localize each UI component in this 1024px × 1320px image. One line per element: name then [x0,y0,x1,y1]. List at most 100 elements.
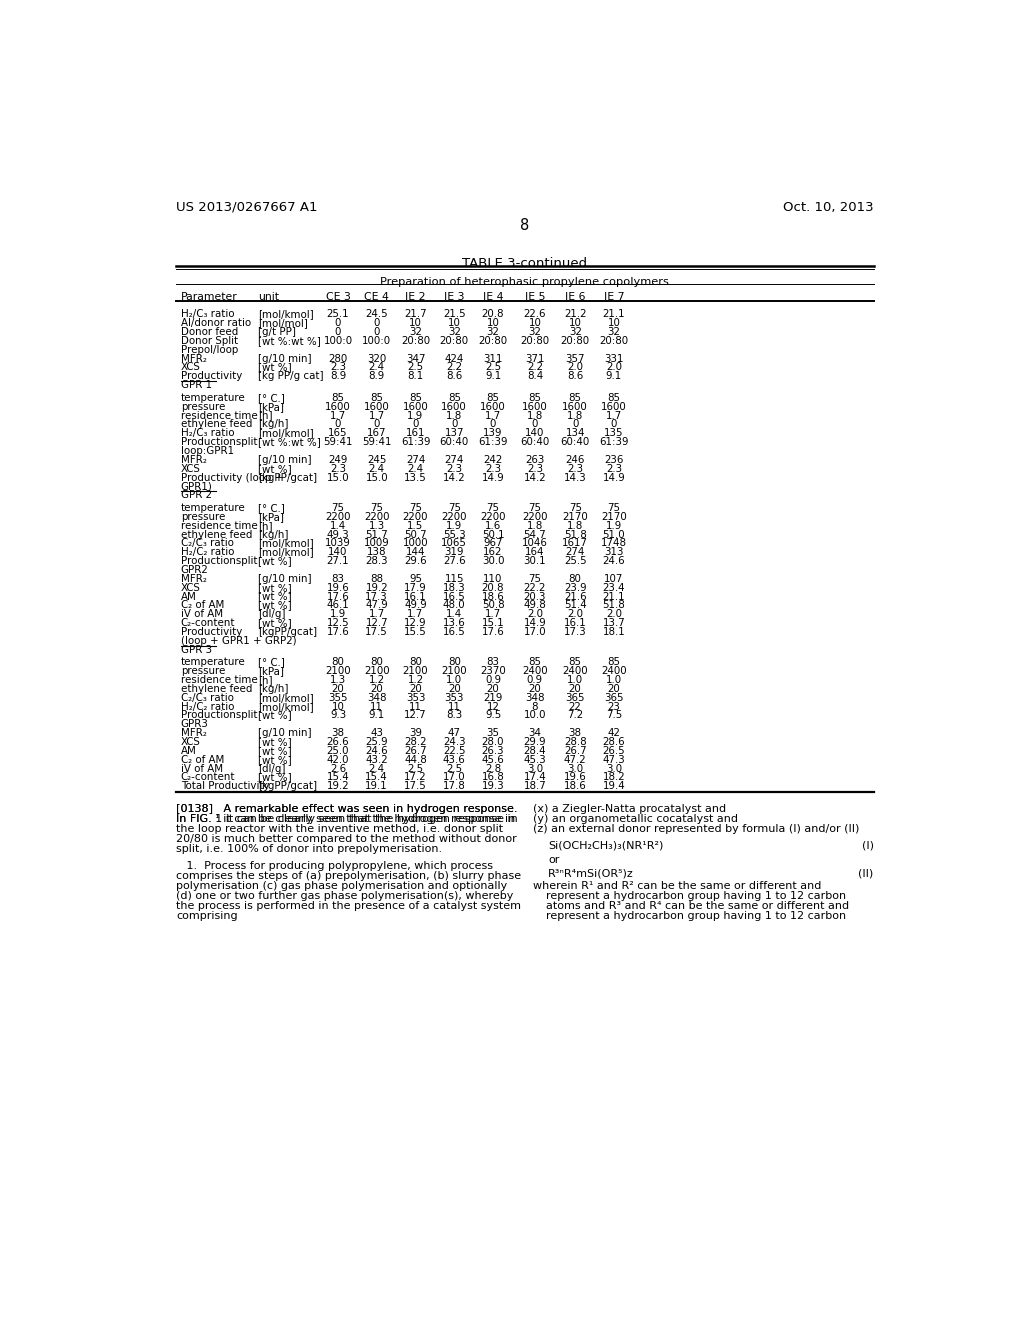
Text: 14.9: 14.9 [523,618,546,628]
Text: 967: 967 [483,539,503,548]
Text: residence time: residence time [180,411,257,421]
Text: 1.0: 1.0 [446,675,463,685]
Text: 167: 167 [367,428,386,438]
Text: 9.1: 9.1 [369,710,385,721]
Text: 17.5: 17.5 [404,781,427,791]
Text: GPR1): GPR1) [180,482,213,491]
Text: Productivity: Productivity [180,627,242,638]
Text: 18.6: 18.6 [564,781,587,791]
Text: 16.5: 16.5 [443,591,466,602]
Text: 2200: 2200 [364,512,389,521]
Text: R³ⁿR⁴mSi(OR⁵)z: R³ⁿR⁴mSi(OR⁵)z [548,869,634,879]
Text: [wt %:wt %]: [wt %:wt %] [258,335,322,346]
Text: 20:80: 20:80 [520,335,550,346]
Text: 13.6: 13.6 [443,618,466,628]
Text: 55.3: 55.3 [443,529,466,540]
Text: 1.9: 1.9 [606,520,622,531]
Text: 24.3: 24.3 [443,737,466,747]
Text: 1.8: 1.8 [526,520,543,531]
Text: 1.3: 1.3 [330,675,346,685]
Text: C₂/C₃ ratio: C₂/C₃ ratio [180,693,233,702]
Text: IE 2: IE 2 [406,293,426,302]
Text: 164: 164 [525,548,545,557]
Text: 313: 313 [604,548,624,557]
Text: 80: 80 [447,657,461,668]
Text: iV of AM: iV of AM [180,610,223,619]
Text: 20:80: 20:80 [560,335,590,346]
Text: 1.  Process for producing polypropylene, which process: 1. Process for producing polypropylene, … [176,861,493,871]
Text: 24.6: 24.6 [602,556,626,566]
Text: 1009: 1009 [364,539,390,548]
Text: 15.1: 15.1 [481,618,505,628]
Text: represent a hydrocarbon group having 1 to 12 carbon: represent a hydrocarbon group having 1 t… [547,911,847,921]
Text: pressure: pressure [180,401,225,412]
Text: 2.3: 2.3 [330,363,346,372]
Text: IE 5: IE 5 [524,293,545,302]
Text: 10: 10 [332,702,344,711]
Text: 7.2: 7.2 [567,710,584,721]
Text: or: or [548,855,559,865]
Text: MFR₂: MFR₂ [180,574,207,583]
Text: 1.7: 1.7 [369,411,385,421]
Text: 1600: 1600 [326,401,351,412]
Text: 0: 0 [374,420,380,429]
Text: 25.0: 25.0 [327,746,349,756]
Text: 8.1: 8.1 [408,371,424,381]
Text: 32: 32 [409,327,422,337]
Text: XCS: XCS [180,582,201,593]
Text: 8: 8 [520,218,529,234]
Text: H₂/C₃ ratio: H₂/C₃ ratio [180,428,234,438]
Text: 28.0: 28.0 [481,737,504,747]
Text: 134: 134 [565,428,585,438]
Text: 46.1: 46.1 [327,601,349,610]
Text: 26.5: 26.5 [602,746,626,756]
Text: 9.1: 9.1 [606,371,622,381]
Text: 17.5: 17.5 [366,627,388,638]
Text: 138: 138 [367,548,386,557]
Text: 3.0: 3.0 [606,763,622,774]
Text: 51.7: 51.7 [366,529,388,540]
Text: [wt %]: [wt %] [258,772,292,783]
Text: 2100: 2100 [402,667,428,676]
Text: 18.2: 18.2 [602,772,626,783]
Text: 48.0: 48.0 [443,601,466,610]
Text: 20: 20 [447,684,461,694]
Text: 10: 10 [447,318,461,329]
Text: 25.9: 25.9 [366,737,388,747]
Text: 11: 11 [409,702,422,711]
Text: 16.8: 16.8 [481,772,505,783]
Text: 75: 75 [568,503,582,513]
Text: 20.8: 20.8 [481,309,504,319]
Text: 12.5: 12.5 [327,618,349,628]
Text: [kg/h]: [kg/h] [258,420,289,429]
Text: IE 3: IE 3 [444,293,465,302]
Text: 365: 365 [604,693,624,702]
Text: MFR₂: MFR₂ [180,729,207,738]
Text: [° C.]: [° C.] [258,657,285,668]
Text: 115: 115 [444,574,464,583]
Text: 49.9: 49.9 [404,601,427,610]
Text: temperature: temperature [180,393,246,403]
Text: 10: 10 [528,318,542,329]
Text: 0: 0 [335,318,341,329]
Text: 2.6: 2.6 [330,763,346,774]
Text: 2400: 2400 [522,667,548,676]
Text: 20: 20 [607,684,621,694]
Text: 1.0: 1.0 [606,675,622,685]
Text: 17.3: 17.3 [564,627,587,638]
Text: 80: 80 [371,657,383,668]
Text: 140: 140 [525,428,545,438]
Text: 26.3: 26.3 [481,746,505,756]
Text: 49.8: 49.8 [523,601,546,610]
Text: MFR₂: MFR₂ [180,354,207,363]
Text: 2.0: 2.0 [567,363,584,372]
Text: 24.6: 24.6 [366,746,388,756]
Text: IE 7: IE 7 [604,293,625,302]
Text: [° C.]: [° C.] [258,503,285,513]
Text: 30.1: 30.1 [523,556,546,566]
Text: 85: 85 [607,393,621,403]
Text: 20:80: 20:80 [599,335,629,346]
Text: 0: 0 [452,420,458,429]
Text: [wt %]: [wt %] [258,556,292,566]
Text: 2.2: 2.2 [446,363,462,372]
